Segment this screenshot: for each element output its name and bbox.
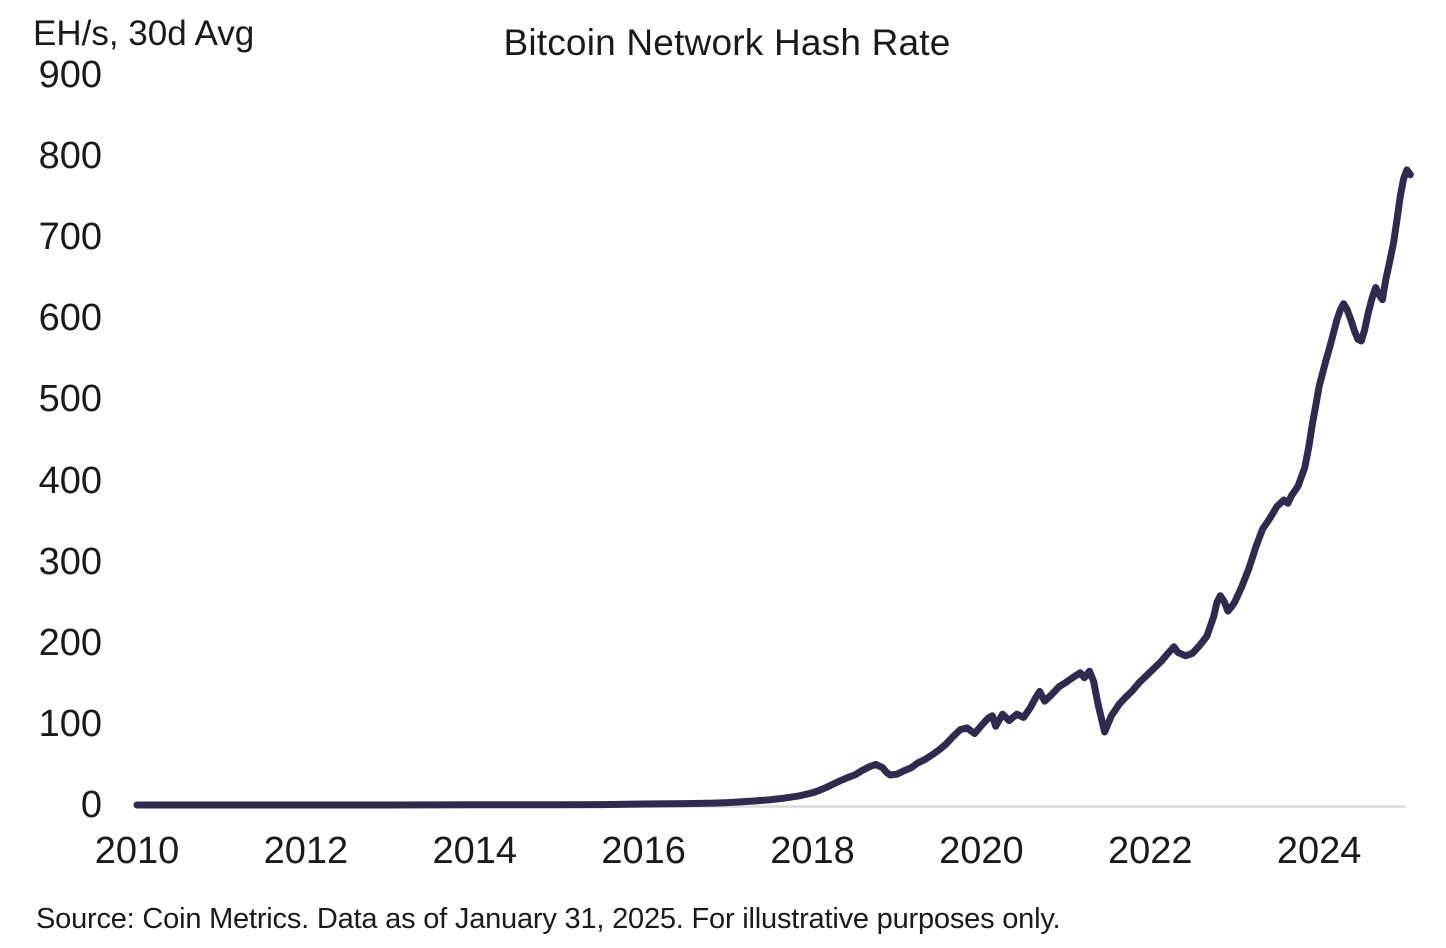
y-tick-label: 0 — [80, 784, 102, 826]
y-tick-label: 600 — [38, 297, 102, 340]
y-tick-label: 700 — [38, 216, 102, 259]
y-tick-label: 100 — [38, 702, 102, 745]
y-tick-label: 900 — [38, 54, 102, 96]
x-tick-label: 2024 — [1276, 830, 1362, 872]
y-tick-label: 400 — [38, 459, 102, 502]
x-tick-label: 2018 — [770, 830, 855, 872]
x-tick-label: 2012 — [263, 830, 349, 872]
y-tick-label: 200 — [38, 621, 102, 664]
y-axis-unit-label: EH/s, 30d Avg — [33, 14, 255, 53]
y-tick-label: 500 — [38, 378, 102, 421]
x-tick-label: 2016 — [601, 830, 686, 872]
x-tick-label: 2022 — [1107, 830, 1193, 872]
y-tick-label: 800 — [38, 135, 102, 178]
chart-title: Bitcoin Network Hash Rate — [503, 22, 951, 63]
y-tick-label: 300 — [38, 540, 102, 583]
source-note: Source: Coin Metrics. Data as of January… — [36, 903, 1061, 935]
x-tick-label: 2020 — [939, 830, 1024, 872]
x-tick-label: 2014 — [432, 830, 518, 872]
x-tick-label: 2010 — [94, 830, 180, 872]
hash-rate-series-line — [133, 166, 1414, 809]
